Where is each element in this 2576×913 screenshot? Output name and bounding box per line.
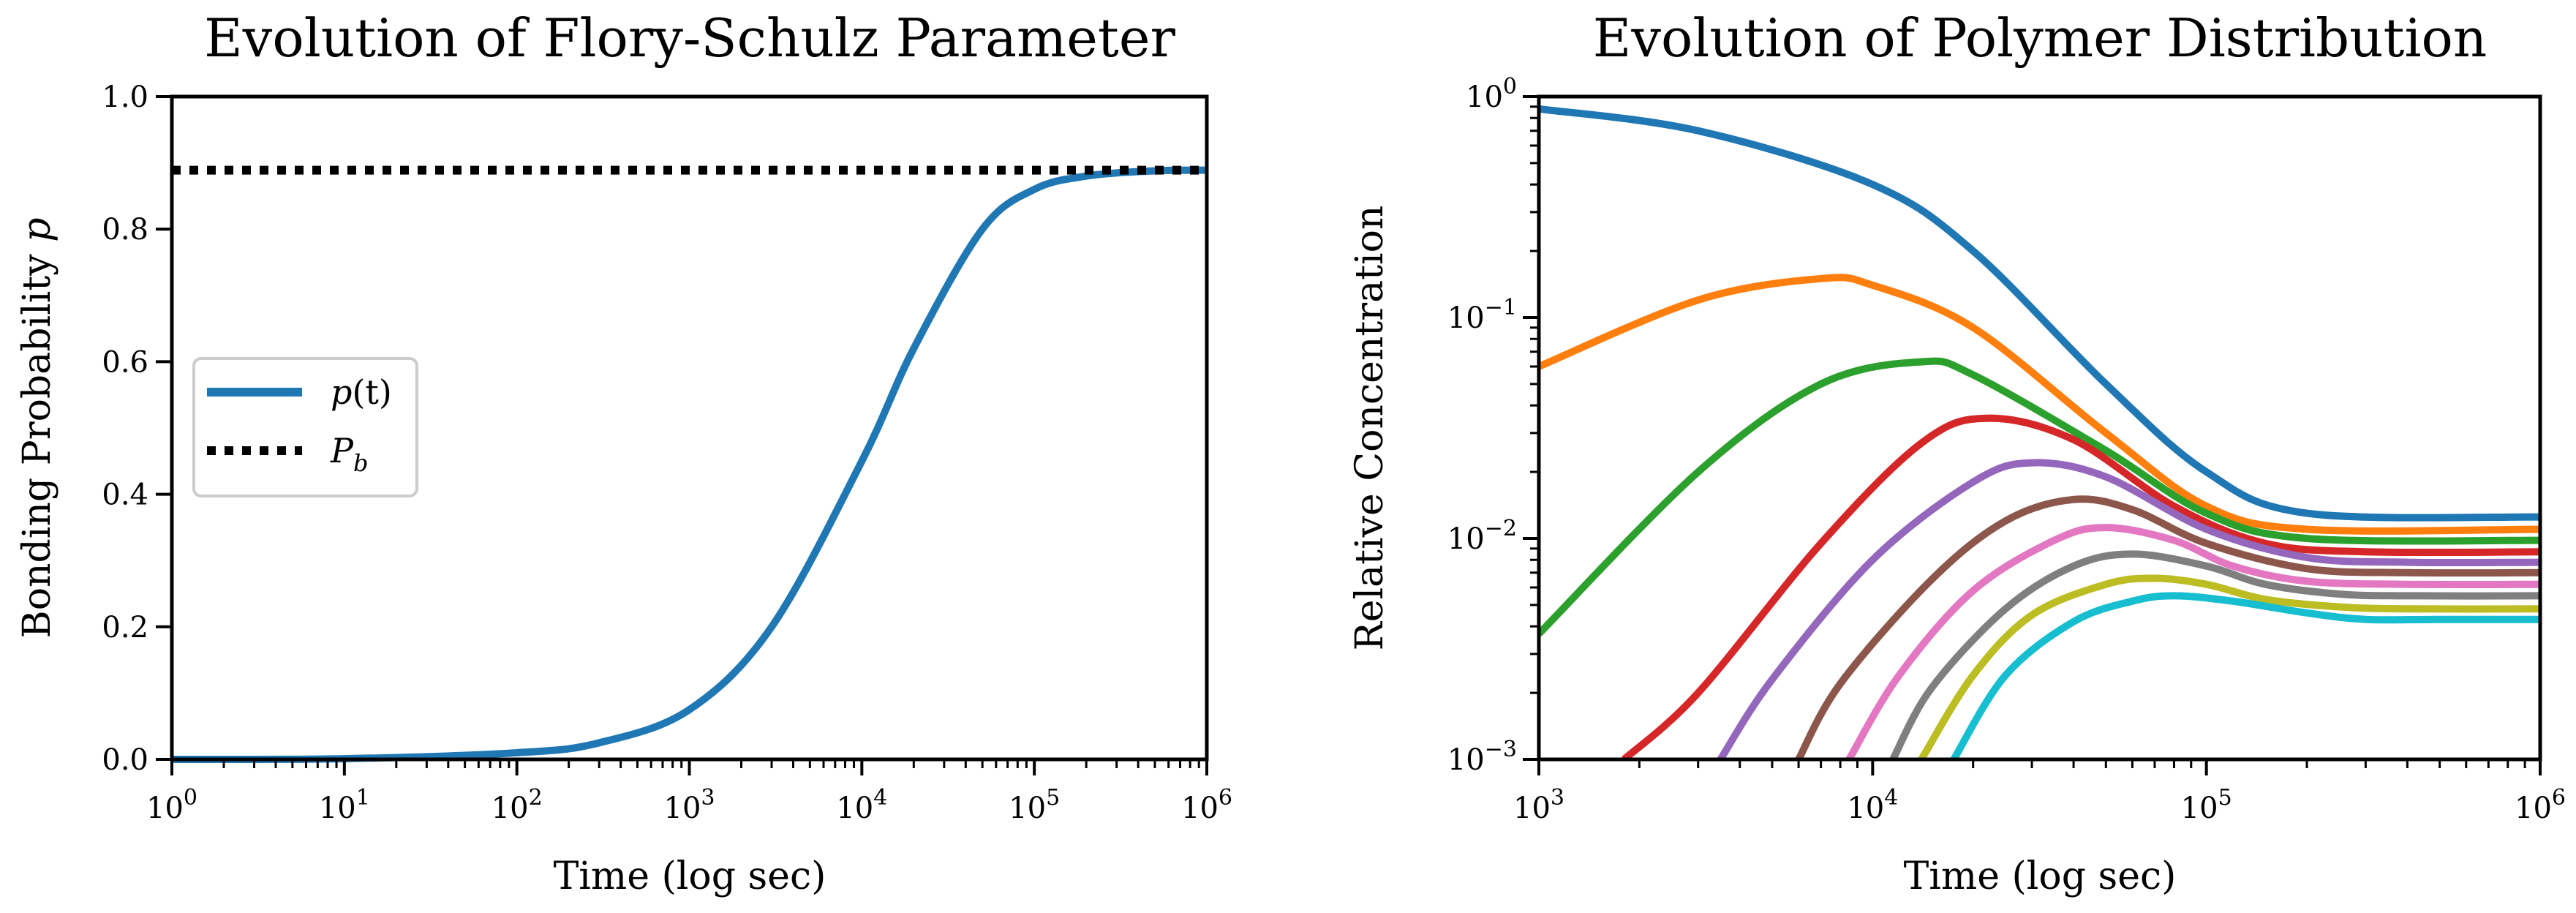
chart-title: Evolution of Flory-Schulz Parameter <box>204 7 1175 69</box>
x-axis-ticks: 100 101 102 103 104 105 106 <box>146 759 1232 825</box>
tick-base: 10 <box>1513 792 1551 825</box>
tick-exponent: 4 <box>873 785 887 811</box>
tick-exponent: −2 <box>1485 516 1517 541</box>
panel-flory-schulz: Evolution of Flory-Schulz Parameter 100 1… <box>15 7 1232 898</box>
y-axis-label: Bonding Probability p <box>15 218 59 639</box>
tick-exponent: 3 <box>1551 785 1564 811</box>
series-line-n7 <box>1845 524 2540 759</box>
x-tick-label: 106 <box>1181 785 1232 825</box>
y-axis-ticks: 0.0 0.2 0.4 0.6 0.8 1.0 <box>102 80 172 777</box>
series-line-n4 <box>1622 414 2540 759</box>
x-axis-label: Time (log sec) <box>554 854 826 898</box>
legend-label-pb-sub: b <box>353 449 368 477</box>
tick-base: 10 <box>836 792 873 825</box>
y-tick-label: 1.0 <box>102 80 148 114</box>
y-tick-label: 10−1 <box>1447 295 1517 335</box>
tick-base: 10 <box>1181 792 1219 825</box>
tick-base: 10 <box>664 792 701 825</box>
tick-base: 10 <box>1447 301 1485 335</box>
legend-label-pt-main: p <box>331 372 352 412</box>
x-axis-ticks: 103 104 105 106 <box>1513 759 2566 825</box>
y-tick-label: 10−2 <box>1447 516 1517 556</box>
x-tick-label: 100 <box>146 785 197 825</box>
y-tick-label: 10−3 <box>1447 737 1517 777</box>
legend-label-pb: Pb <box>330 431 368 477</box>
tick-base: 10 <box>492 792 529 825</box>
y-tick-label: 0.8 <box>102 213 148 247</box>
axes-frame <box>1537 94 2542 762</box>
series-line-pt <box>171 166 1208 764</box>
tick-exponent: 6 <box>1219 785 1232 811</box>
legend-label-pt: p(t) <box>331 372 392 412</box>
y-axis-label: Relative Concentration <box>1348 206 1392 651</box>
plot-area <box>1539 105 2540 759</box>
y-axis-label-text: Bonding Probability <box>15 242 59 639</box>
tick-exponent: 2 <box>529 785 543 811</box>
tick-base: 10 <box>1447 743 1485 777</box>
chart-title: Evolution of Polymer Distribution <box>1593 7 2487 69</box>
y-tick-label: 0.2 <box>102 611 148 645</box>
tick-base: 10 <box>1447 522 1485 556</box>
x-tick-label: 102 <box>492 785 543 825</box>
tick-base: 10 <box>2181 792 2218 825</box>
panel-polymer-distribution: Evolution of Polymer Distribution 103 104… <box>1348 7 2566 898</box>
tick-base: 10 <box>319 792 356 825</box>
legend-label-pt-rest: (t) <box>352 372 391 412</box>
tick-exponent: 4 <box>1884 785 1898 811</box>
y-tick-label: 0.0 <box>102 743 148 777</box>
tick-exponent: 0 <box>184 785 197 811</box>
tick-exponent: 5 <box>2218 785 2232 811</box>
series-line-n5 <box>1717 459 2540 759</box>
x-tick-label: 106 <box>2515 785 2566 825</box>
tick-base: 10 <box>2515 792 2552 825</box>
tick-exponent: 1 <box>356 785 370 811</box>
y-axis-label-symbol: p <box>15 218 59 242</box>
series-line-n3 <box>1539 357 2540 636</box>
tick-base: 10 <box>1847 792 1884 825</box>
x-tick-label: 105 <box>1009 785 1060 825</box>
tick-base: 10 <box>146 792 184 825</box>
y-tick-label: 100 <box>1466 74 1517 114</box>
tick-exponent: −3 <box>1485 737 1517 762</box>
series-line-n9 <box>1918 574 2540 759</box>
plot-area <box>171 165 1208 764</box>
x-tick-label: 101 <box>319 785 370 825</box>
x-tick-label: 105 <box>2181 785 2232 825</box>
legend-label-pb-main: P <box>330 431 354 470</box>
axes-frame <box>170 94 1209 762</box>
series-line-n2 <box>1539 274 2540 535</box>
tick-exponent: 6 <box>2552 785 2566 811</box>
x-tick-label: 103 <box>1513 785 1564 825</box>
tick-exponent: 3 <box>701 785 715 811</box>
tick-base: 10 <box>1466 80 1503 114</box>
tick-exponent: −1 <box>1485 295 1517 320</box>
series-line-n1 <box>1539 105 2540 522</box>
x-tick-label: 104 <box>1847 785 1898 825</box>
series-line-n8 <box>1889 550 2540 759</box>
tick-exponent: 0 <box>1503 74 1517 99</box>
x-tick-label: 104 <box>836 785 887 825</box>
series-line-n10 <box>1950 592 2540 759</box>
y-tick-label: 0.6 <box>102 345 148 379</box>
series-line-n6 <box>1795 495 2540 759</box>
tick-exponent: 5 <box>1046 785 1060 811</box>
x-tick-label: 103 <box>664 785 715 825</box>
x-axis-label: Time (log sec) <box>1904 854 2177 898</box>
legend: p(t) Pb <box>192 357 418 497</box>
y-tick-label: 0.4 <box>102 478 148 512</box>
tick-base: 10 <box>1009 792 1046 825</box>
